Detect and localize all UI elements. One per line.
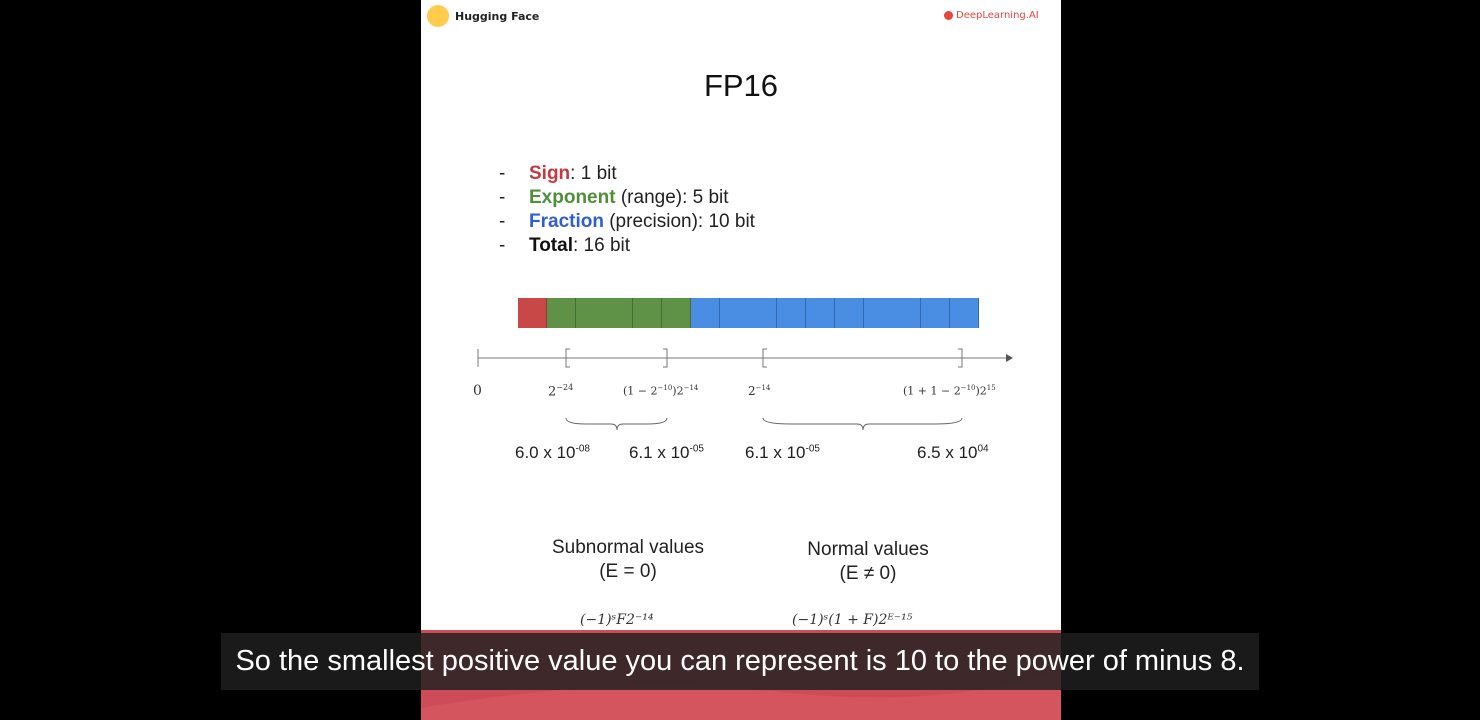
slide: Hugging Face DeepLearning.AI FP16 - Sign:… [421,0,1061,720]
fraction-bit-cell [892,298,922,328]
normal-brace [762,417,963,431]
bullet-term: Sign [529,163,571,184]
deeplearning-logo-icon [944,11,953,20]
exponent-bit-cell [633,298,663,328]
exponent-bit-cell [604,298,634,328]
subnormal-formula: (−1)ˢF2⁻¹⁴ [580,612,654,628]
subnormal-title: Subnormal values [551,537,705,558]
value-min-normal: 6.1 x 10-05 [745,443,820,462]
bullet-exponent: - Exponent (range): 5 bit [499,187,729,208]
bullet-term: Fraction [529,211,604,232]
fraction-bit-cell [690,298,720,328]
bullet-sign: - Sign: 1 bit [499,163,617,184]
normal-open-bracket [762,348,767,368]
subnormal-condition: (E = 0) [599,561,657,582]
fraction-bit-cell [777,298,807,328]
subnormal-close-bracket [663,348,668,368]
subnormal-brace [565,417,668,431]
exponent-bit-cell [575,298,605,328]
hugging-face-logo-icon [427,5,449,27]
fraction-bit-cell [863,298,893,328]
exponent-bit-cell [662,298,691,328]
zero-label: 0 [473,383,482,399]
exponent-bit-cell [546,298,576,328]
normal-formula: (−1)ˢ(1 + F)2ᴱ⁻¹⁵ [792,612,913,628]
fraction-bit-cell [748,298,778,328]
slide-title: FP16 [703,68,779,103]
fraction-bit-cell [834,298,864,328]
fraction-bit-cell [719,298,749,328]
subtitle-text: So the smallest positive value you can r… [221,633,1259,690]
bullet-term: Total [529,235,573,256]
normal-close-bracket [958,348,963,368]
subnormal-open-bracket [565,348,570,368]
number-line-diagram [477,348,1013,431]
subtitle-bar: So the smallest positive value you can r… [0,630,1480,693]
deeplearning-label: DeepLearning.AI [956,10,1039,21]
fraction-bit-cell [950,298,979,328]
hugging-face-label: Hugging Face [455,10,540,23]
max-normal-label: (1 + 1 − 2−10)215 [903,384,996,398]
normal-condition: (E ≠ 0) [839,563,897,584]
bullet-term: Exponent [529,187,616,208]
max-subnormal-label: (1 − 2−10)2−14 [623,384,699,398]
sign-bit-cell [518,298,547,328]
fraction-bit-cell [921,298,951,328]
bullet-total: - Total: 16 bit [499,235,631,256]
value-max-normal: 6.5 x 1004 [917,443,989,462]
bullet-fraction: - Fraction (precision): 10 bit [499,211,755,232]
value-min-subnormal: 6.0 x 10-08 [515,443,590,462]
fraction-bit-cell [806,298,835,328]
value-max-subnormal: 6.1 x 10-05 [629,443,704,462]
min-subnormal-label: 2−24 [548,383,574,400]
arrow-head-icon [1006,354,1013,362]
min-normal-label: 2−14 [748,384,771,398]
normal-title: Normal values [807,539,929,560]
